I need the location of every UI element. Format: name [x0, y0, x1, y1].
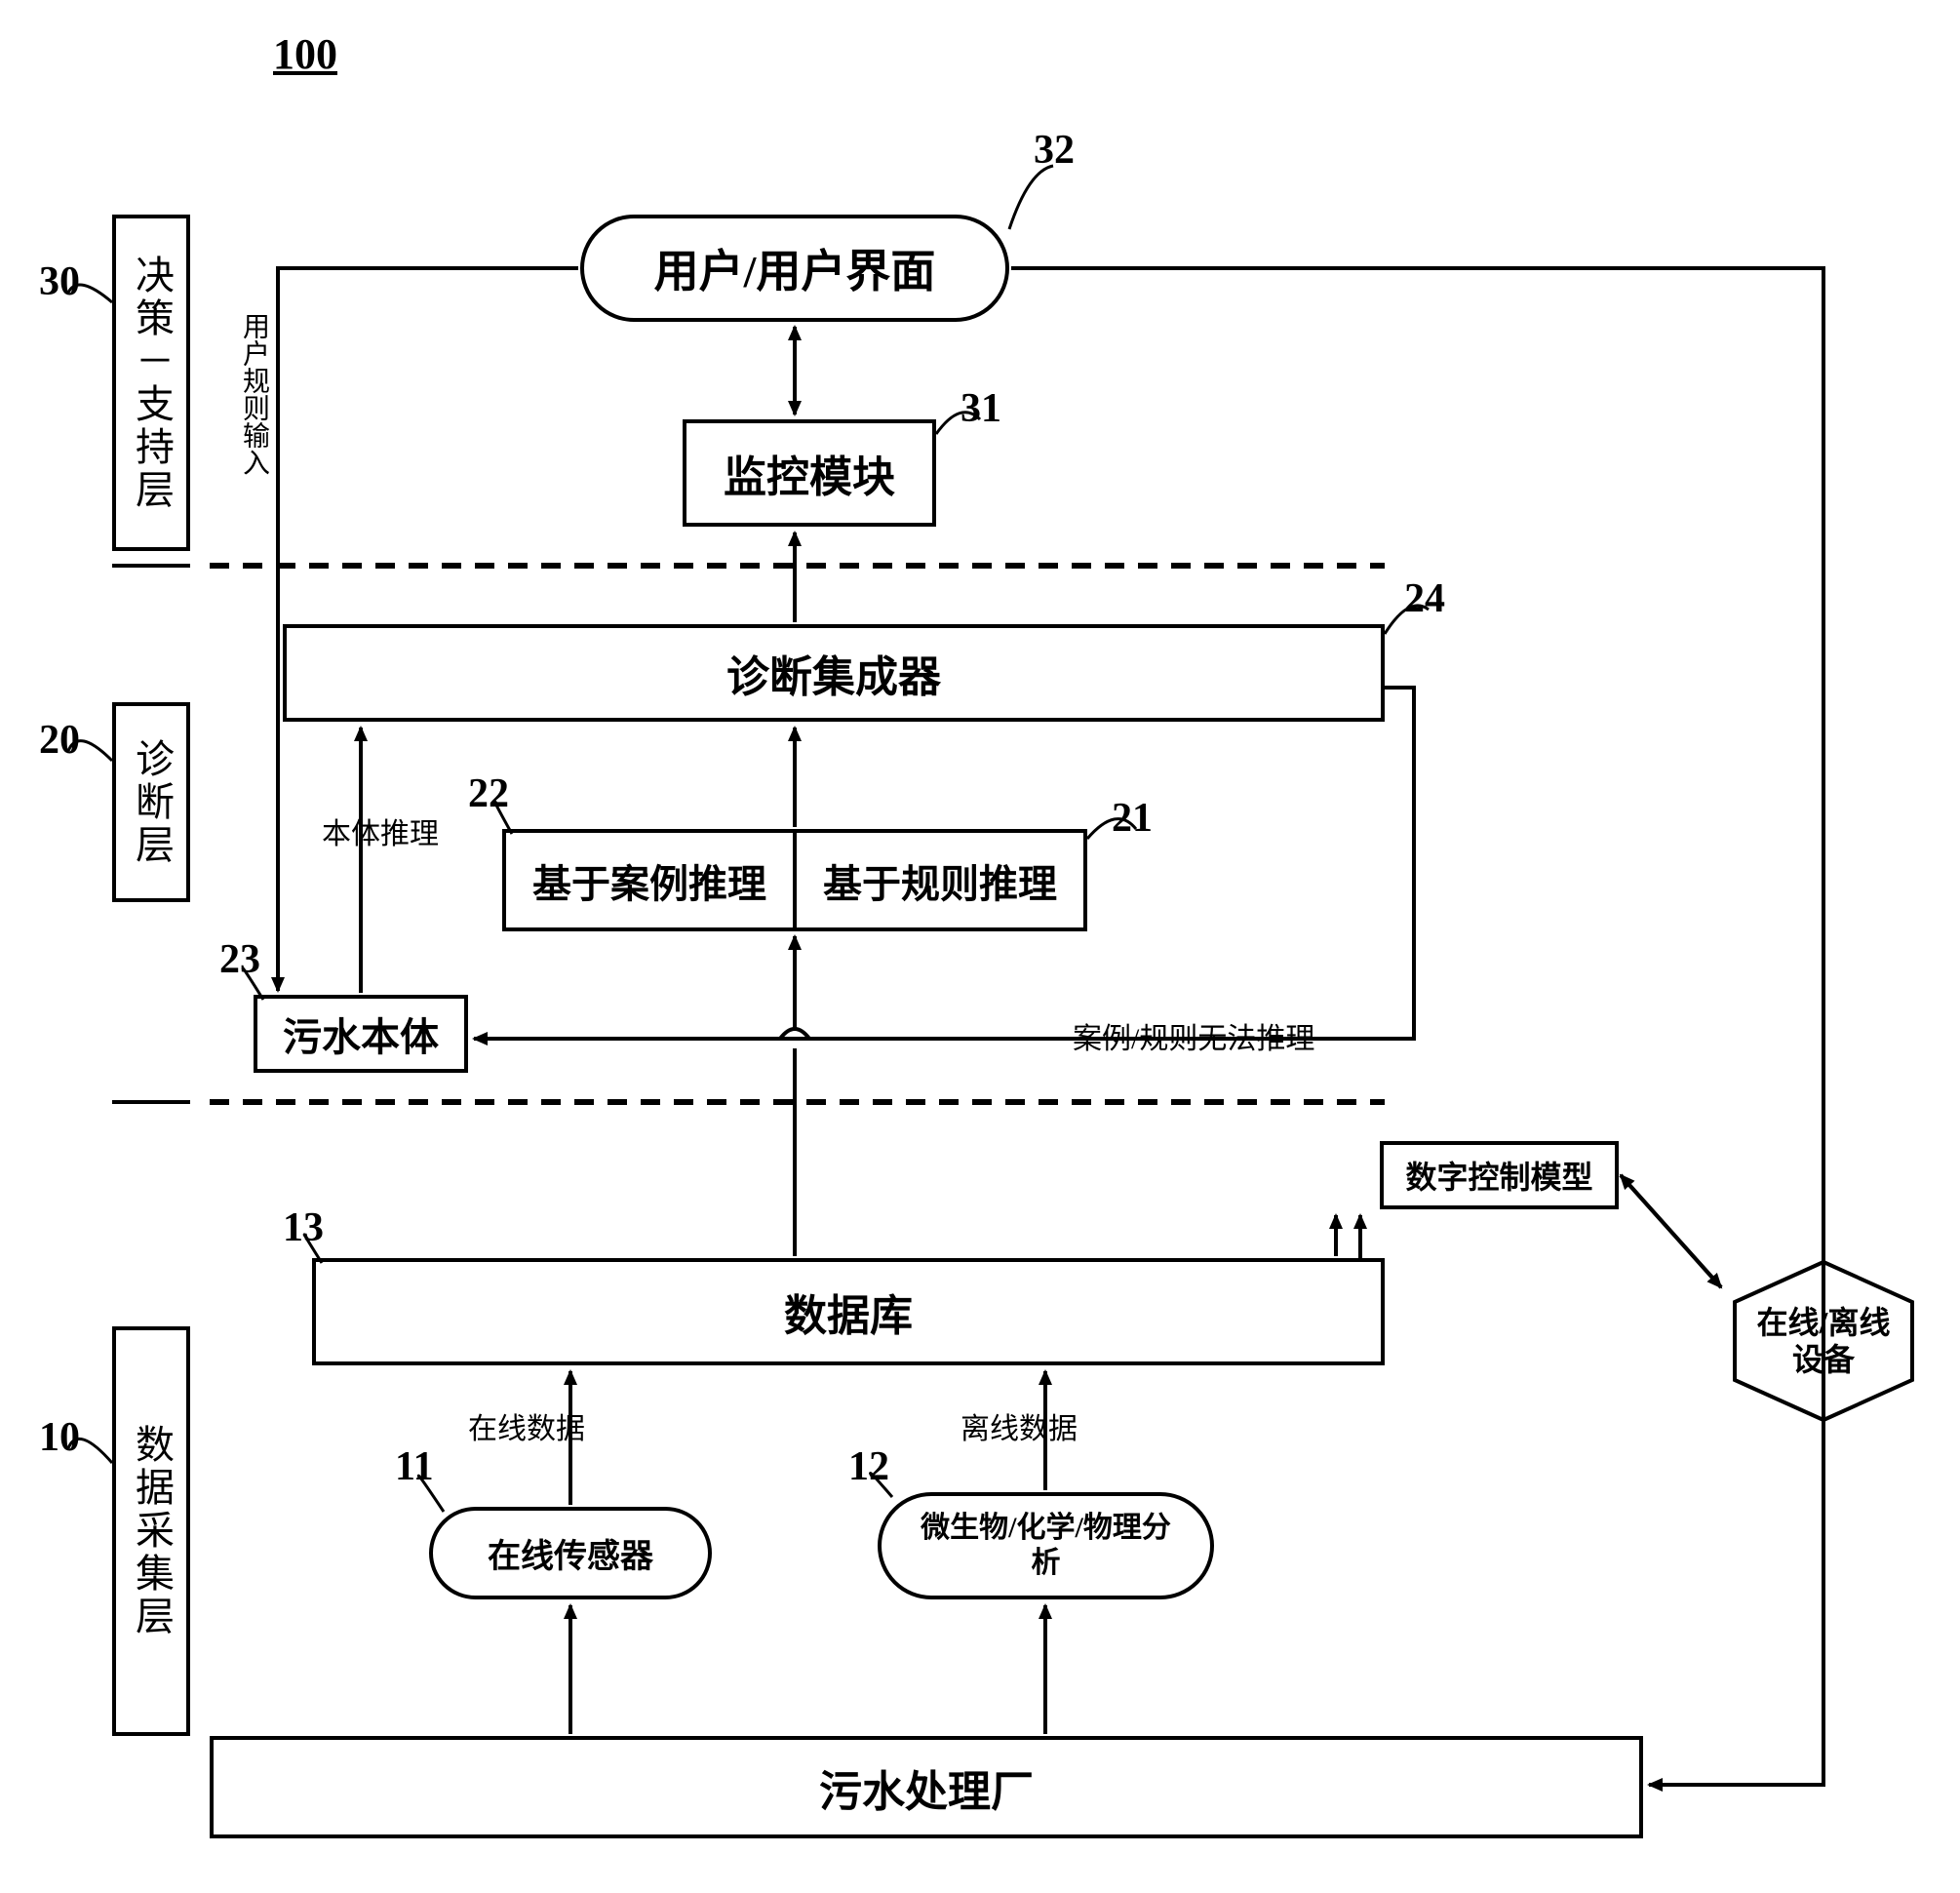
- label-offline-data: 离线数据: [960, 1404, 1078, 1447]
- ref-11: 11: [395, 1443, 434, 1490]
- label-ontology-reasoning: 本体推理: [322, 809, 439, 852]
- ref-31: 31: [960, 385, 1001, 432]
- node-analysis: 微生物/化学/物理分析: [878, 1492, 1214, 1599]
- node-plant: 污水处理厂: [210, 1736, 1643, 1838]
- layer-decision: 决策－支持层: [112, 215, 190, 551]
- label-online-data: 在线数据: [468, 1404, 585, 1447]
- figure-id: 100: [273, 29, 337, 79]
- label-user-rule-input: 用户规则输入: [234, 312, 273, 476]
- node-dcm: 数字控制模型: [1380, 1141, 1619, 1209]
- node-db: 数据库: [312, 1258, 1385, 1365]
- ref-20: 20: [39, 717, 80, 764]
- ref-24: 24: [1404, 575, 1445, 622]
- diagram-canvas: 100 决策－支持层 诊断层 数据采集层 30 20 10 用户/用户界面 32…: [0, 0, 1960, 1893]
- node-integrator: 诊断集成器: [283, 624, 1385, 722]
- node-monitor: 监控模块: [683, 419, 936, 527]
- ref-23: 23: [219, 936, 260, 983]
- ref-30: 30: [39, 258, 80, 305]
- node-rbr: 基于规则推理: [795, 829, 1087, 931]
- node-ui: 用户/用户界面: [580, 215, 1009, 322]
- ref-13: 13: [283, 1204, 324, 1251]
- ref-10: 10: [39, 1414, 80, 1461]
- ref-32: 32: [1034, 127, 1075, 174]
- node-cbr: 基于案例推理: [502, 829, 795, 931]
- layer-diagnosis: 诊断层: [112, 702, 190, 902]
- label-case-rule-fail: 案例/规则无法推理: [1073, 1014, 1314, 1057]
- node-sensor: 在线传感器: [429, 1507, 712, 1599]
- ref-22: 22: [468, 770, 509, 817]
- node-ontology: 污水本体: [254, 995, 468, 1073]
- node-device: 在线/离线设备: [1731, 1258, 1916, 1424]
- ref-21: 21: [1112, 795, 1153, 842]
- layer-data: 数据采集层: [112, 1326, 190, 1736]
- ref-12: 12: [848, 1443, 889, 1490]
